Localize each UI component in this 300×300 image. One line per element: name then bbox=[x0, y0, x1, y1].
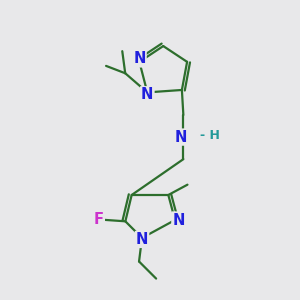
Text: N: N bbox=[172, 212, 185, 227]
Text: F: F bbox=[94, 212, 104, 227]
Text: - H: - H bbox=[200, 129, 219, 142]
Text: N: N bbox=[136, 232, 148, 247]
Text: N: N bbox=[141, 87, 154, 102]
Text: N: N bbox=[175, 130, 187, 145]
Text: N: N bbox=[133, 51, 145, 66]
